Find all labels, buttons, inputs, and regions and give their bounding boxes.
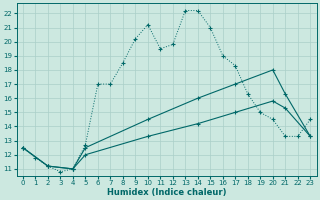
X-axis label: Humidex (Indice chaleur): Humidex (Indice chaleur)	[107, 188, 226, 197]
